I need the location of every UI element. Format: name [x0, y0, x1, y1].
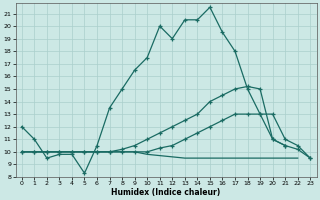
X-axis label: Humidex (Indice chaleur): Humidex (Indice chaleur) [111, 188, 221, 197]
